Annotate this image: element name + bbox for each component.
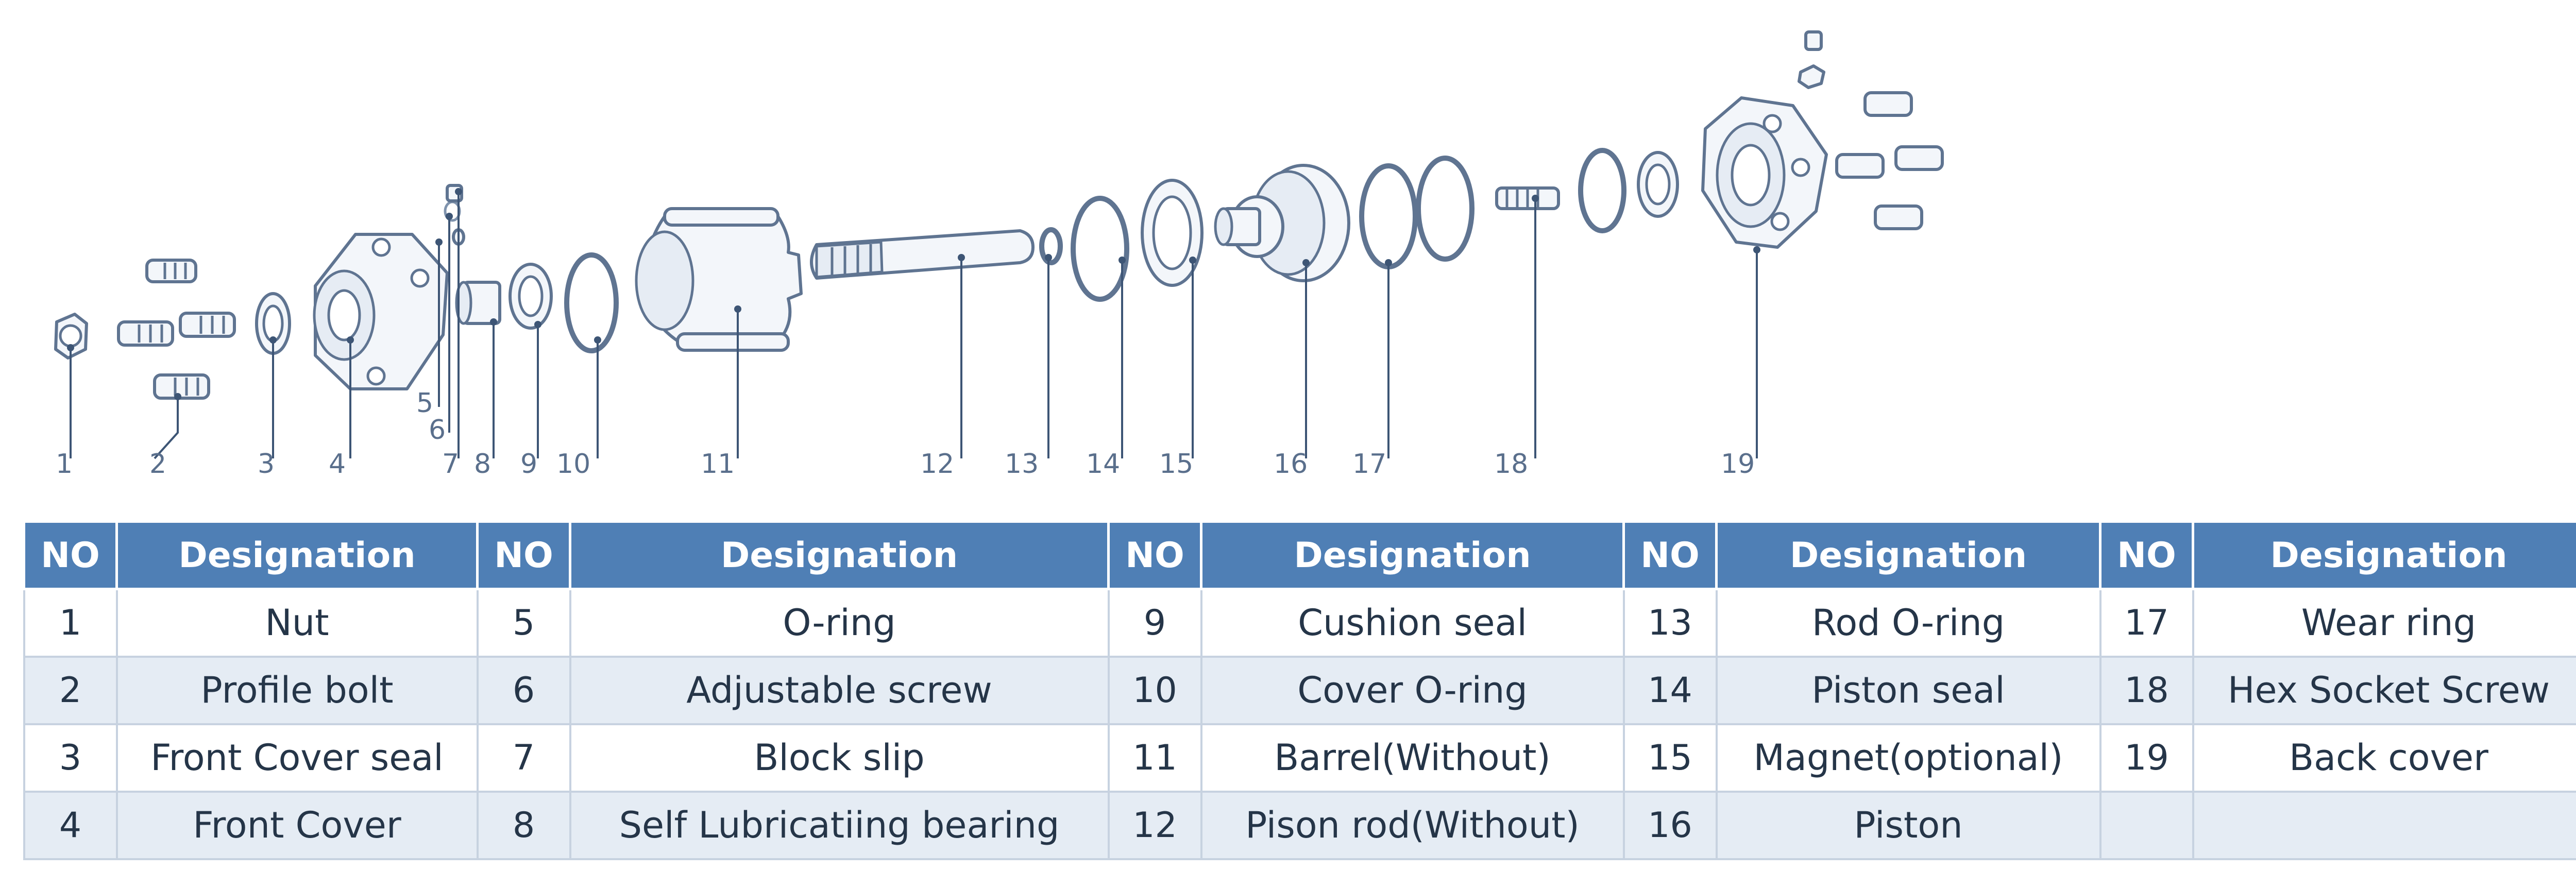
part-number: 9 — [1107, 588, 1202, 658]
part-designation: O-ring — [569, 588, 1110, 658]
callout-15: 15 — [1159, 449, 1193, 480]
part-designation: Barrel(Without) — [1200, 723, 1625, 793]
part-17-wear-rings — [1359, 156, 1475, 269]
part-number: 18 — [2099, 655, 2194, 725]
part-number: 8 — [476, 790, 571, 860]
part-number: 12 — [1107, 790, 1202, 860]
part-number: 4 — [23, 790, 118, 860]
header-no: NO — [1622, 520, 1718, 590]
header-designation: Designation — [2192, 520, 2576, 590]
part-14-piston-seal — [1071, 196, 1129, 302]
part-4-front-cover — [313, 233, 449, 390]
part-designation: Adjustable screw — [569, 655, 1110, 725]
part-designation: Piston seal — [1715, 655, 2102, 725]
header-designation: Designation — [1715, 520, 2102, 590]
callout-9: 9 — [520, 449, 537, 480]
part-number: 2 — [23, 655, 118, 725]
part-12-piston-rod — [810, 229, 1035, 280]
part-designation: Pison rod(Without) — [1200, 790, 1625, 860]
part-number: 7 — [476, 723, 571, 793]
table-row: 2 Profile bolt 6 Adjustable screw 10 Cov… — [23, 655, 2576, 725]
header-no: NO — [1107, 520, 1202, 590]
part-designation: Self Lubricatiing bearing — [569, 790, 1110, 860]
callout-7: 7 — [442, 449, 459, 480]
callout-4: 4 — [329, 449, 346, 480]
header-no: NO — [476, 520, 571, 590]
callout-2: 2 — [149, 449, 166, 480]
callout-8: 8 — [474, 449, 491, 480]
callout-11: 11 — [701, 449, 735, 480]
part-designation: Cushion seal — [1200, 588, 1625, 658]
callout-5: 5 — [416, 388, 433, 419]
part-10-cover-o-ring — [564, 252, 619, 353]
part-designation: Front Cover seal — [115, 723, 479, 793]
callout-14: 14 — [1086, 449, 1120, 480]
part-designation: Nut — [115, 588, 479, 658]
table-row: 1 Nut 5 O-ring 9 Cushion seal 13 Rod O-r… — [23, 588, 2576, 658]
part-number: 14 — [1622, 655, 1718, 725]
part-number: 16 — [1622, 790, 1718, 860]
parts-table: NO Designation NO Designation NO Designa… — [23, 520, 2576, 860]
part-number: 11 — [1107, 723, 1202, 793]
callout-17: 17 — [1352, 449, 1386, 480]
part-designation — [2192, 790, 2576, 860]
part-number: 13 — [1622, 588, 1718, 658]
part-designation: Rod O-ring — [1715, 588, 2102, 658]
part-9-cushion-seal — [509, 263, 553, 330]
part-13-rod-o-ring — [1039, 227, 1063, 265]
callout-6: 6 — [429, 415, 446, 446]
header-designation: Designation — [1200, 520, 1625, 590]
part-8-bearing — [455, 281, 501, 325]
callout-19: 19 — [1721, 449, 1755, 480]
callout-18: 18 — [1494, 449, 1528, 480]
callout-16: 16 — [1274, 449, 1308, 480]
header-designation: Designation — [115, 520, 479, 590]
back-cover-screws — [1835, 91, 1944, 230]
part-15-magnet — [1141, 179, 1204, 287]
table-row: 3 Front Cover seal 7 Block slip 11 Barre… — [23, 723, 2576, 793]
part-designation: Back cover — [2192, 723, 2576, 793]
part-designation: Cover O-ring — [1200, 655, 1625, 725]
part-number: 6 — [476, 655, 571, 725]
part-number: 10 — [1107, 655, 1202, 725]
part-11-barrel — [635, 207, 803, 352]
back-cover-seals — [1578, 148, 1679, 233]
part-19-back-cover — [1701, 30, 1828, 249]
part-number — [2099, 790, 2194, 860]
part-designation: Block slip — [569, 723, 1110, 793]
part-designation: Hex Socket Screw — [2192, 655, 2576, 725]
part-3-front-cover-seal — [255, 292, 291, 355]
callout-3: 3 — [258, 449, 275, 480]
part-2-profile-bolts — [117, 259, 236, 400]
part-18-hex-socket-screw — [1495, 186, 1560, 210]
part-16-piston — [1214, 164, 1350, 282]
header-no: NO — [23, 520, 118, 590]
leader-lines — [67, 188, 1760, 459]
part-designation: Piston — [1715, 790, 2102, 860]
part-designation: Profile bolt — [115, 655, 479, 725]
callout-12: 12 — [920, 449, 954, 480]
header-no: NO — [2099, 520, 2194, 590]
part-number: 19 — [2099, 723, 2194, 793]
exploded-view-diagram: 1 2 3 4 5 6 7 8 9 10 11 12 13 14 15 16 1… — [54, 30, 1944, 480]
part-number: 15 — [1622, 723, 1718, 793]
part-number: 1 — [23, 588, 118, 658]
table-row: 4 Front Cover 8 Self Lubricatiing bearin… — [23, 790, 2576, 860]
part-number: 17 — [2099, 588, 2194, 658]
part-designation: Magnet(optional) — [1715, 723, 2102, 793]
part-number: 3 — [23, 723, 118, 793]
part-designation: Front Cover — [115, 790, 479, 860]
table-header-row: NO Designation NO Designation NO Designa… — [23, 520, 2576, 590]
part-number: 5 — [476, 588, 571, 658]
callout-13: 13 — [1005, 449, 1039, 480]
callout-1: 1 — [56, 449, 73, 480]
callout-10: 10 — [556, 449, 590, 480]
header-designation: Designation — [569, 520, 1110, 590]
part-designation: Wear ring — [2192, 588, 2576, 658]
